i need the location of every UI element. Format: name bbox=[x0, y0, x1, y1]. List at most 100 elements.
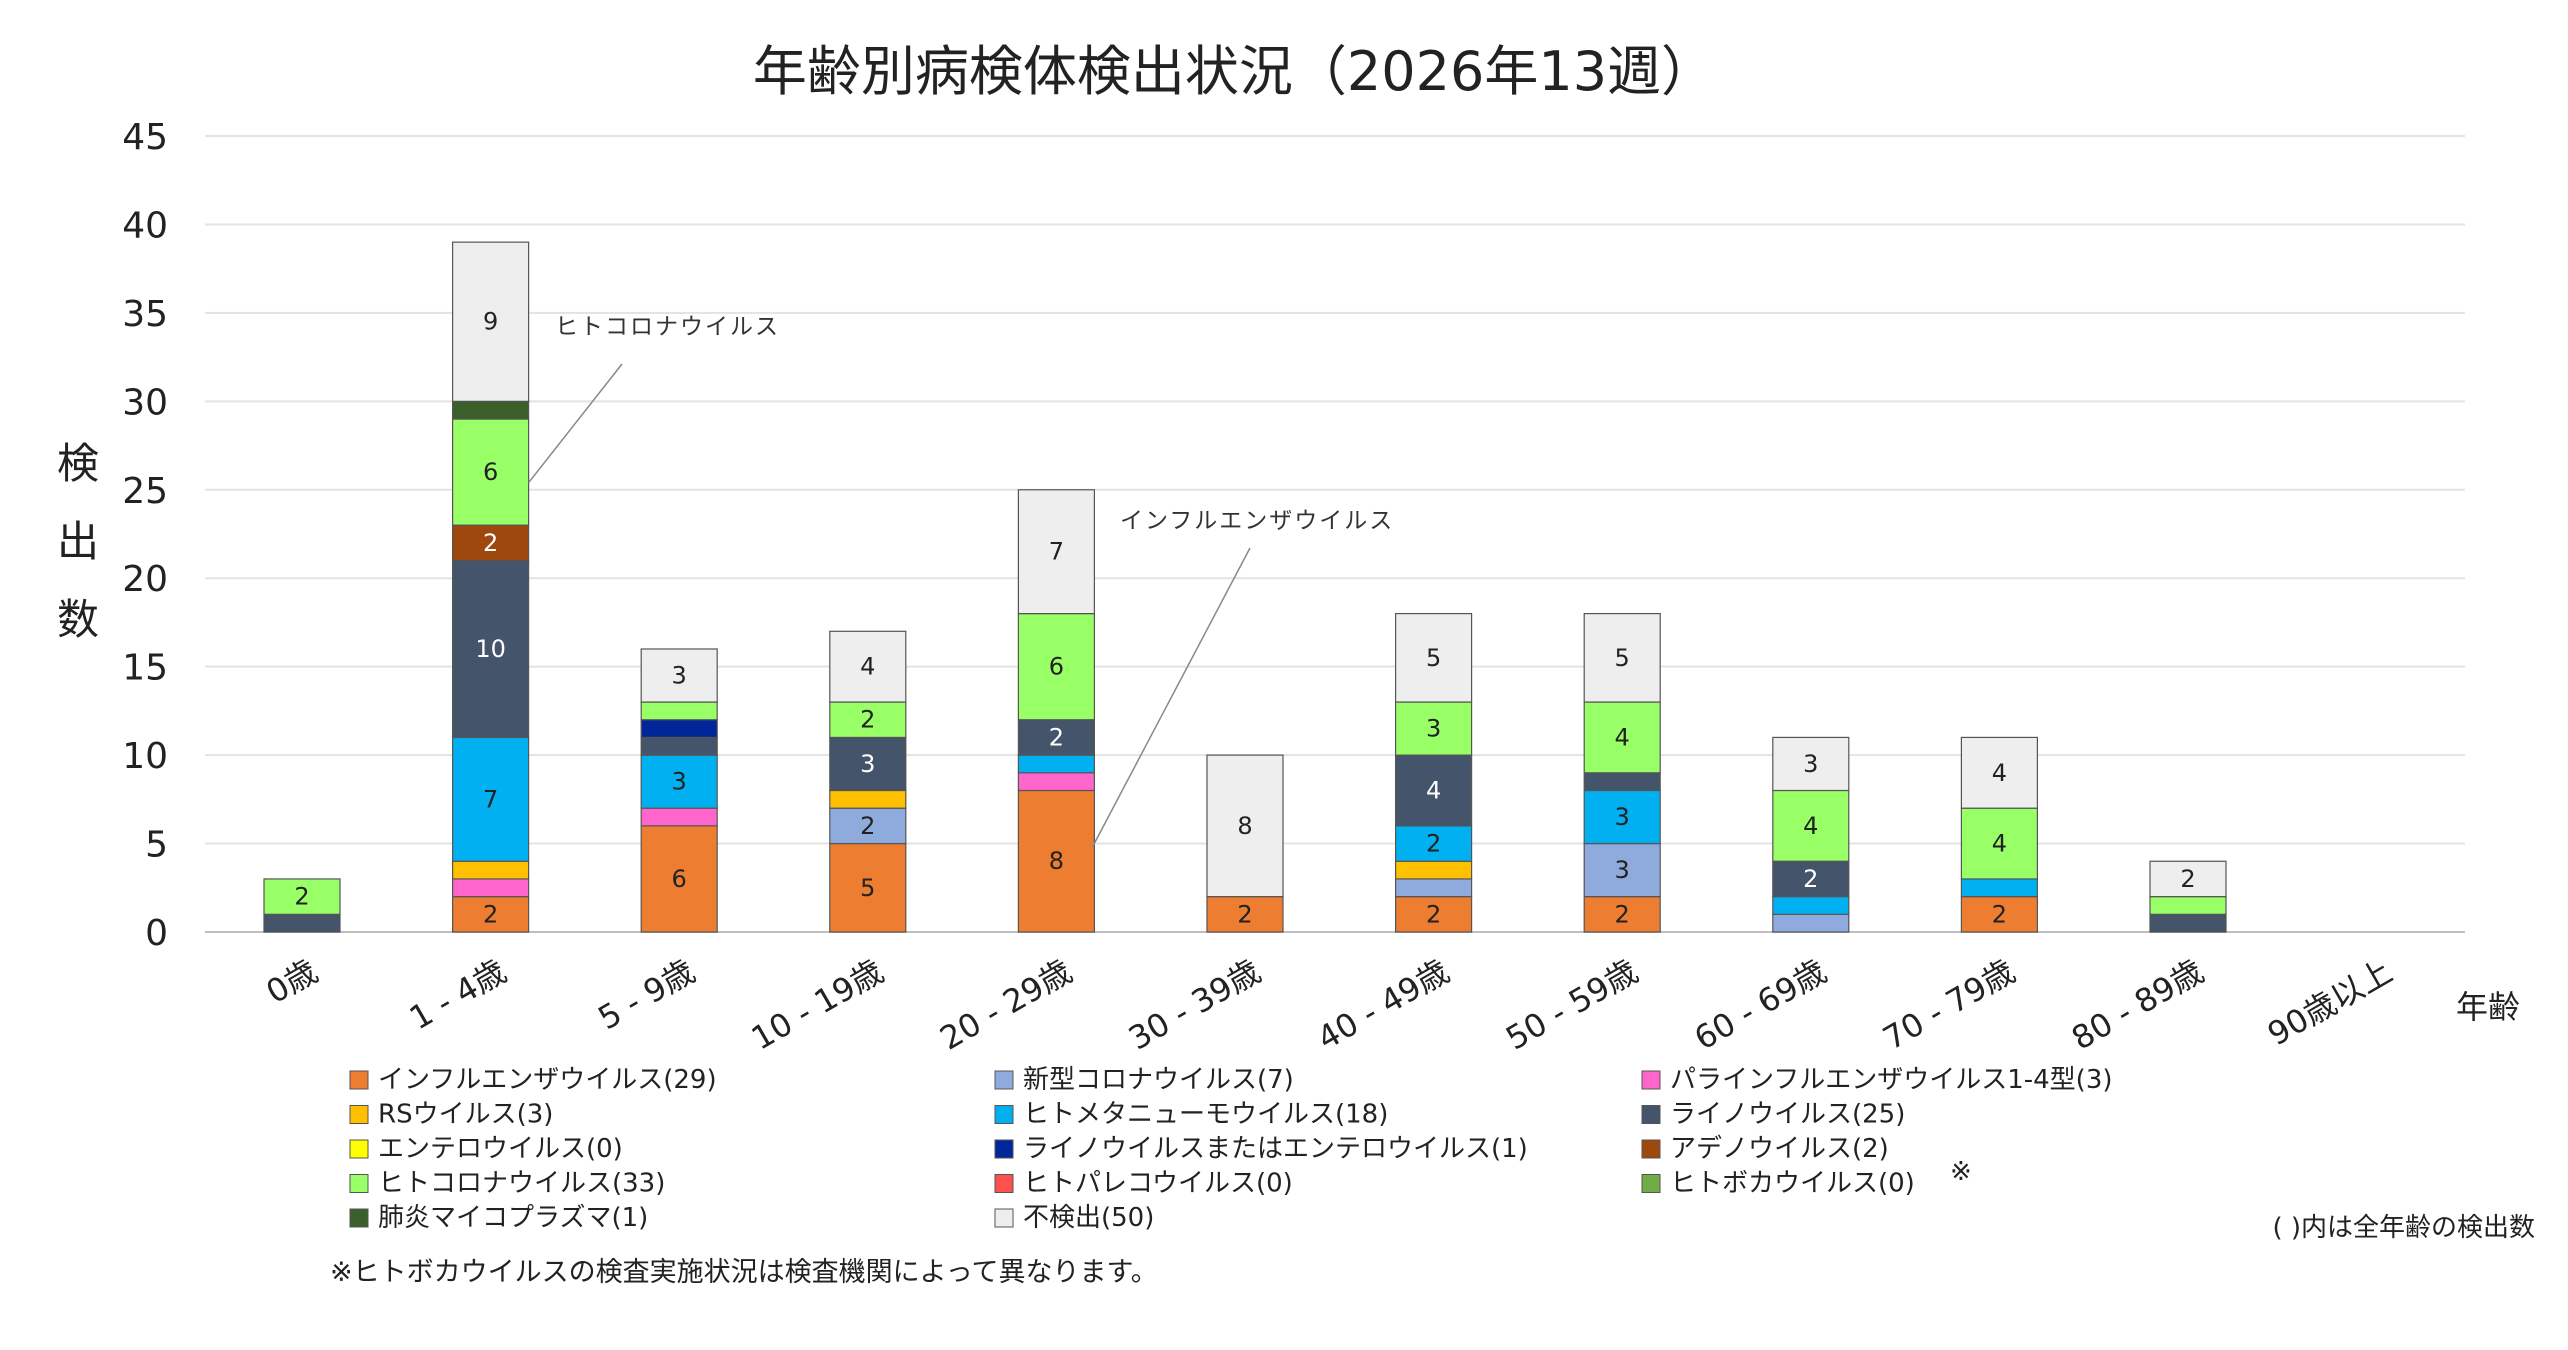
bar-segment bbox=[2149, 896, 2227, 915]
bar-data-label: 4 bbox=[1426, 776, 1441, 804]
bar-segment bbox=[452, 400, 530, 420]
bar-data-label: 2 bbox=[1615, 900, 1630, 928]
legend-swatch bbox=[1641, 1070, 1661, 1090]
bar-data-label: 6 bbox=[483, 458, 498, 486]
bar-data-label: 3 bbox=[1803, 750, 1818, 778]
bar-segment bbox=[1772, 736, 1850, 792]
bar-segment bbox=[640, 648, 718, 703]
annotation-label: インフルエンザウイルス bbox=[1120, 508, 1394, 534]
bar-data-label: 2 bbox=[860, 706, 875, 734]
bar-segment bbox=[1017, 789, 1096, 933]
bar-segment bbox=[1772, 913, 1850, 933]
bar-segment bbox=[1960, 896, 2039, 933]
x-tick-label: 70 - 79歳 bbox=[1877, 952, 2022, 1058]
x-tick-label: 5 - 9歳 bbox=[592, 952, 702, 1037]
bar-data-label: 2 bbox=[1803, 865, 1818, 893]
legend-label: ヒトメタニューモウイルス(18) bbox=[1023, 1100, 1388, 1130]
legend-swatch bbox=[1641, 1105, 1661, 1124]
y-tick-label: 45 bbox=[122, 117, 168, 158]
legend-label: ライノウイルスまたはエンテロウイルス(1) bbox=[1023, 1134, 1528, 1164]
legend-label: ライノウイルス(25) bbox=[1670, 1100, 1905, 1130]
legend-swatch bbox=[349, 1139, 369, 1159]
bar-data-label: 2 bbox=[1426, 830, 1441, 858]
bar-segment bbox=[452, 878, 530, 898]
bar-data-label: 3 bbox=[672, 662, 687, 690]
y-tick-label: 5 bbox=[145, 825, 168, 866]
legend-label: 新型コロナウイルス(7) bbox=[1023, 1065, 1294, 1095]
bar-data-label: 2 bbox=[294, 883, 309, 911]
legend-swatch bbox=[994, 1208, 1014, 1228]
bar-data-label: 4 bbox=[1615, 723, 1630, 751]
bar-segment bbox=[452, 418, 530, 526]
bar-segment bbox=[452, 524, 530, 562]
bar-data-label: 4 bbox=[1992, 830, 2007, 858]
legend-label: アデノウイルス(2) bbox=[1670, 1134, 1889, 1164]
legend-swatch bbox=[994, 1105, 1014, 1124]
legend-label: パラインフルエンザウイルス1-4型(3) bbox=[1670, 1065, 2113, 1095]
bar-data-label: 5 bbox=[860, 874, 875, 902]
bar-data-label: 2 bbox=[483, 900, 498, 928]
bar-segment bbox=[640, 701, 718, 721]
y-axis-label: 検出数 bbox=[57, 439, 99, 644]
bar-segment bbox=[1583, 842, 1661, 898]
legend-swatch bbox=[1641, 1139, 1661, 1159]
legend-mark: ※ bbox=[1950, 1157, 1972, 1187]
bar-data-label: 3 bbox=[1615, 856, 1630, 884]
bar-segment bbox=[829, 789, 907, 809]
bar-segment bbox=[829, 807, 907, 845]
legend-swatch bbox=[1641, 1174, 1661, 1193]
bar-segment bbox=[1772, 860, 1850, 898]
annotation-leader-line bbox=[1091, 547, 1251, 848]
x-tick-label: 50 - 59歳 bbox=[1499, 952, 1644, 1058]
annotation-label: ヒトコロナウイルス bbox=[555, 314, 780, 340]
bar-segment bbox=[1394, 878, 1473, 898]
bar-data-label: 7 bbox=[483, 785, 498, 813]
bar-segment bbox=[1394, 896, 1473, 933]
bar-segment bbox=[452, 736, 530, 862]
bar-segment bbox=[452, 559, 530, 739]
bar-data-label: 7 bbox=[1049, 538, 1064, 566]
bar-segment bbox=[1960, 736, 2039, 809]
bar-segment bbox=[452, 241, 530, 402]
stacked-bars: 2 2 7 10 2 6 9 6 3 3 5 2 3 2 4 8 2 6 7 2 8 2 2 4 3 5 2 3 3 4 5 2 4 3 2 4 4 2 bbox=[263, 241, 2227, 933]
x-tick-label: 40 - 49歳 bbox=[1311, 952, 1456, 1058]
bar-segment bbox=[1394, 860, 1473, 880]
bar-data-label: 4 bbox=[1803, 812, 1818, 840]
bar-data-label: 3 bbox=[860, 750, 875, 778]
legend-label: エンテロウイルス(0) bbox=[378, 1134, 623, 1164]
bar-segment bbox=[1583, 701, 1661, 774]
bar-segment bbox=[1394, 825, 1473, 862]
bar-segment bbox=[829, 630, 907, 703]
bar-data-label: 3 bbox=[672, 768, 687, 796]
legend-swatch bbox=[349, 1208, 369, 1228]
bar-segment bbox=[640, 807, 718, 827]
bar-data-label: 10 bbox=[475, 635, 506, 663]
legend-swatch bbox=[994, 1174, 1014, 1193]
x-tick-label: 30 - 39歳 bbox=[1122, 952, 1267, 1058]
bar-data-label: 2 bbox=[1426, 900, 1441, 928]
legend-label: 不検出(50) bbox=[1023, 1203, 1154, 1233]
y-tick-label: 40 bbox=[122, 205, 168, 246]
x-tick-label: 80 - 89歳 bbox=[2065, 952, 2210, 1058]
bar-data-label: 2 bbox=[2180, 865, 2195, 893]
y-tick-label: 15 bbox=[122, 648, 168, 689]
y-tick-label: 25 bbox=[122, 471, 168, 512]
legend-swatch bbox=[349, 1174, 369, 1193]
bar-data-label: 3 bbox=[1426, 715, 1441, 743]
legend-label: ヒトボカウイルス(0) bbox=[1670, 1169, 1915, 1199]
bar-segment bbox=[1017, 719, 1096, 756]
footnote: ※ヒトボカウイルスの検査実施状況は検査機関によって異なります。 bbox=[330, 1257, 1158, 1288]
bar-segment bbox=[1017, 489, 1096, 615]
y-tick-label: 30 bbox=[122, 382, 168, 423]
y-tick-label: 20 bbox=[122, 559, 168, 600]
bar-segment bbox=[1017, 772, 1096, 792]
legend-label: ヒトパレコウイルス(0) bbox=[1023, 1169, 1293, 1199]
bar-data-label: 2 bbox=[1049, 723, 1064, 751]
bar-data-label: 3 bbox=[1615, 803, 1630, 831]
bar-data-label: 2 bbox=[1992, 900, 2007, 928]
bar-segment bbox=[1206, 754, 1284, 898]
legend-label: ヒトコロナウイルス(33) bbox=[378, 1169, 665, 1199]
x-tick-label: 20 - 29歳 bbox=[934, 952, 1079, 1058]
